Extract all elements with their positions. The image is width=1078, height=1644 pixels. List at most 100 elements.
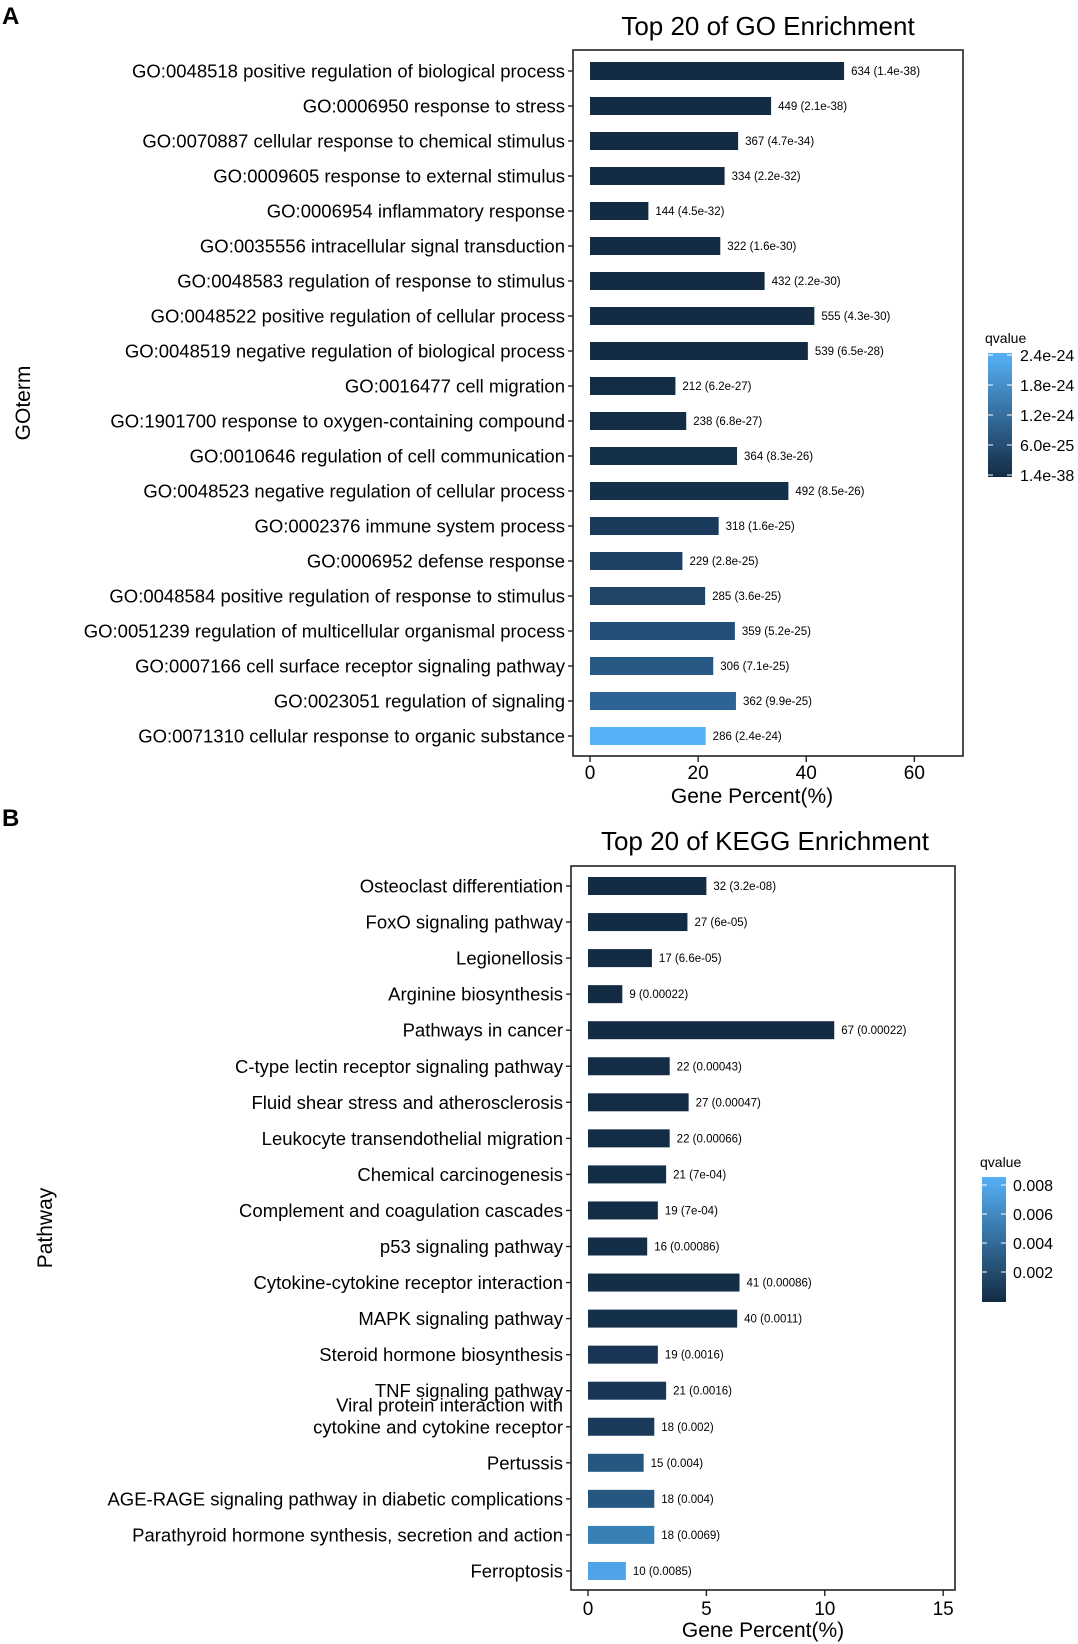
y-tick-label: GO:0051239 regulation of multicellular o… <box>84 621 565 642</box>
y-tick-label: C-type lectin receptor signaling pathway <box>235 1056 564 1077</box>
y-tick-label: Arginine biosynthesis <box>388 984 563 1005</box>
y-tick-label: GO:0048523 negative regulation of cellul… <box>143 481 565 502</box>
bar <box>588 1165 667 1184</box>
data-label: 22 (0.00043) <box>677 1061 742 1073</box>
chart-title: Top 20 of KEGG Enrichment <box>601 826 930 856</box>
bar <box>590 447 738 465</box>
x-tick-label: 40 <box>796 763 817 784</box>
bar <box>590 97 772 115</box>
bar <box>588 1057 670 1076</box>
data-label: 555 (4.3e-30) <box>821 311 890 323</box>
data-label: 27 (6e-05) <box>694 917 747 929</box>
y-tick-label: GO:0071310 cellular response to organic … <box>138 726 565 747</box>
data-label: 41 (0.00086) <box>747 1278 812 1290</box>
data-label: 15 (0.004) <box>651 1458 704 1470</box>
bar <box>588 877 707 895</box>
bar <box>588 1309 738 1328</box>
y-tick-label: Complement and coagulation cascades <box>239 1200 563 1221</box>
bar <box>588 1453 644 1472</box>
y-tick-label: GO:0070887 cellular response to chemical… <box>142 131 565 152</box>
bar <box>590 202 649 220</box>
y-tick-label: GO:0006954 inflammatory response <box>267 201 565 222</box>
x-tick-label: 10 <box>814 1599 835 1620</box>
y-tick-label: GO:0048519 negative regulation of biolog… <box>125 341 565 362</box>
data-label: 17 (6.6e-05) <box>659 953 722 965</box>
panel-b-letter: B <box>2 805 19 832</box>
y-tick-label: GO:0048522 positive regulation of cellul… <box>151 306 565 327</box>
data-label: 32 (3.2e-08) <box>713 881 776 893</box>
legend-title: qvalue <box>985 330 1026 346</box>
x-tick-label: 0 <box>585 763 596 784</box>
data-label: 16 (0.00086) <box>654 1242 719 1254</box>
bar <box>588 1237 648 1256</box>
data-label: 306 (7.1e-25) <box>720 661 789 673</box>
data-label: 492 (8.5e-26) <box>795 486 864 498</box>
bar <box>588 1201 658 1220</box>
y-tick-label: Ferroptosis <box>470 1560 563 1581</box>
y-tick-label: Osteoclast differentiation <box>360 876 563 897</box>
y-tick-label: Pertussis <box>487 1452 563 1473</box>
y-tick-label: GO:0009605 response to external stimulus <box>213 166 565 187</box>
legend-tick-label: 1.8e-24 <box>1020 378 1074 395</box>
bar <box>588 1417 655 1436</box>
data-label: 212 (6.2e-27) <box>682 381 751 393</box>
y-tick-label: AGE-RAGE signaling pathway in diabetic c… <box>107 1488 563 1509</box>
data-label: 67 (0.00022) <box>841 1025 906 1037</box>
legend-tick-label: 0.002 <box>1013 1265 1053 1282</box>
data-label: 40 (0.0011) <box>744 1314 802 1326</box>
bar <box>590 517 719 535</box>
legend-tick-label: 1.2e-24 <box>1020 408 1074 425</box>
bar <box>588 1129 670 1148</box>
data-label: 9 (0.00022) <box>629 989 688 1001</box>
bar <box>590 552 683 570</box>
bar <box>588 1093 689 1112</box>
y-tick-label: Steroid hormone biosynthesis <box>319 1344 563 1365</box>
bar <box>590 62 845 80</box>
bar <box>588 1489 655 1508</box>
y-axis-title: Pathway <box>34 1187 57 1268</box>
data-label: 18 (0.004) <box>661 1494 714 1506</box>
bar <box>588 1273 740 1292</box>
data-label: 286 (2.4e-24) <box>713 731 782 743</box>
bar <box>590 132 739 150</box>
x-tick-label: 0 <box>583 1599 594 1620</box>
bar <box>590 482 789 500</box>
data-label: 19 (0.0016) <box>665 1350 724 1362</box>
bar <box>588 949 652 968</box>
y-tick-label: Cytokine-cytokine receptor interaction <box>253 1272 563 1293</box>
y-tick-label: Fluid shear stress and atherosclerosis <box>251 1092 563 1113</box>
y-tick-label: Parathyroid hormone synthesis, secretion… <box>132 1524 563 1545</box>
bar <box>588 1525 655 1544</box>
y-tick-label: GO:0023051 regulation of signaling <box>274 691 565 712</box>
y-tick-label: Legionellosis <box>456 948 563 969</box>
y-tick-label: GO:0048583 regulation of response to sti… <box>177 271 565 292</box>
bar <box>590 167 725 185</box>
bar <box>590 622 735 640</box>
kegg-enrichment-chart: Top 20 of KEGG Enrichment 32 (3.2e-08) Ost… <box>34 826 1053 1642</box>
x-tick-label: 60 <box>904 763 925 784</box>
legend-tick-label: 0.008 <box>1013 1178 1053 1195</box>
data-label: 10 (0.0085) <box>633 1566 692 1578</box>
bar <box>590 727 706 745</box>
y-tick-label: GO:0016477 cell migration <box>345 376 565 397</box>
legend-tick-label: 6.0e-25 <box>1020 438 1074 455</box>
plot-frame <box>572 49 964 757</box>
data-label: 18 (0.0069) <box>661 1530 720 1542</box>
data-label: 18 (0.002) <box>661 1422 714 1434</box>
y-tick-label: GO:0048518 positive regulation of biolog… <box>132 61 565 82</box>
x-tick-label: 5 <box>701 1599 712 1620</box>
data-label: 27 (0.00047) <box>696 1097 761 1109</box>
go-enrichment-chart: Top 20 of GO Enrichment 634 (1.4e-38) GO:0… <box>12 11 1074 808</box>
bar <box>590 412 687 430</box>
bar <box>588 1021 835 1040</box>
data-label: 367 (4.7e-34) <box>745 136 814 148</box>
data-label: 144 (4.5e-32) <box>655 206 724 218</box>
panel-a-letter: A <box>2 3 19 30</box>
data-label: 229 (2.8e-25) <box>689 556 758 568</box>
y-tick-label: GO:0010646 regulation of cell communicat… <box>190 446 565 467</box>
bar <box>590 307 815 325</box>
y-tick-label: Leukocyte transendothelial migration <box>262 1128 563 1149</box>
y-tick-label: Viral protein interaction with cytokine a… <box>313 1394 563 1437</box>
bar <box>590 237 721 255</box>
y-tick-label: TNF signaling pathway <box>375 1380 564 1401</box>
